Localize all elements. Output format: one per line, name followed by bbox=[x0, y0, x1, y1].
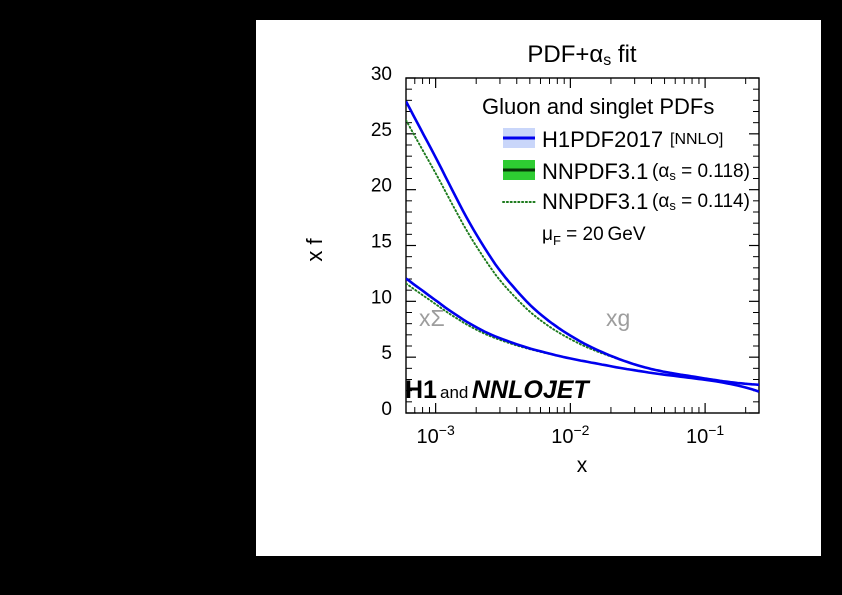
svg-text:[NNLO]: [NNLO] bbox=[670, 131, 723, 148]
svg-text:μF = 20 GeV: μF = 20 GeV bbox=[542, 224, 646, 248]
svg-text:5: 5 bbox=[381, 343, 392, 364]
svg-text:H1PDF2017: H1PDF2017 bbox=[542, 127, 663, 152]
svg-text:Gluon and singlet PDFs: Gluon and singlet PDFs bbox=[482, 94, 714, 119]
svg-text:0: 0 bbox=[381, 399, 392, 420]
svg-text:PDF+αs fit: PDF+αs fit bbox=[527, 41, 637, 69]
svg-text:10−1: 10−1 bbox=[686, 422, 724, 448]
svg-text:NNPDF3.1: NNPDF3.1 bbox=[542, 189, 648, 214]
svg-text:30: 30 bbox=[371, 64, 392, 85]
svg-text:and: and bbox=[440, 383, 468, 402]
svg-text:25: 25 bbox=[371, 120, 392, 141]
svg-text:x f: x f bbox=[302, 238, 327, 262]
svg-text:(αs = 0.118): (αs = 0.118) bbox=[652, 161, 750, 183]
svg-text:xΣ: xΣ bbox=[419, 305, 445, 331]
svg-text:NNPDF3.1: NNPDF3.1 bbox=[542, 159, 648, 184]
svg-text:10: 10 bbox=[371, 287, 392, 308]
svg-text:(αs = 0.114): (αs = 0.114) bbox=[652, 191, 750, 213]
svg-text:10−2: 10−2 bbox=[551, 422, 589, 448]
svg-text:x: x bbox=[577, 454, 588, 477]
svg-text:10−3: 10−3 bbox=[417, 422, 455, 448]
svg-text:H1: H1 bbox=[405, 376, 437, 404]
svg-text:15: 15 bbox=[371, 232, 392, 253]
svg-text:NNLOJET: NNLOJET bbox=[472, 376, 591, 404]
svg-text:xg: xg bbox=[606, 305, 630, 331]
svg-text:20: 20 bbox=[371, 176, 392, 197]
